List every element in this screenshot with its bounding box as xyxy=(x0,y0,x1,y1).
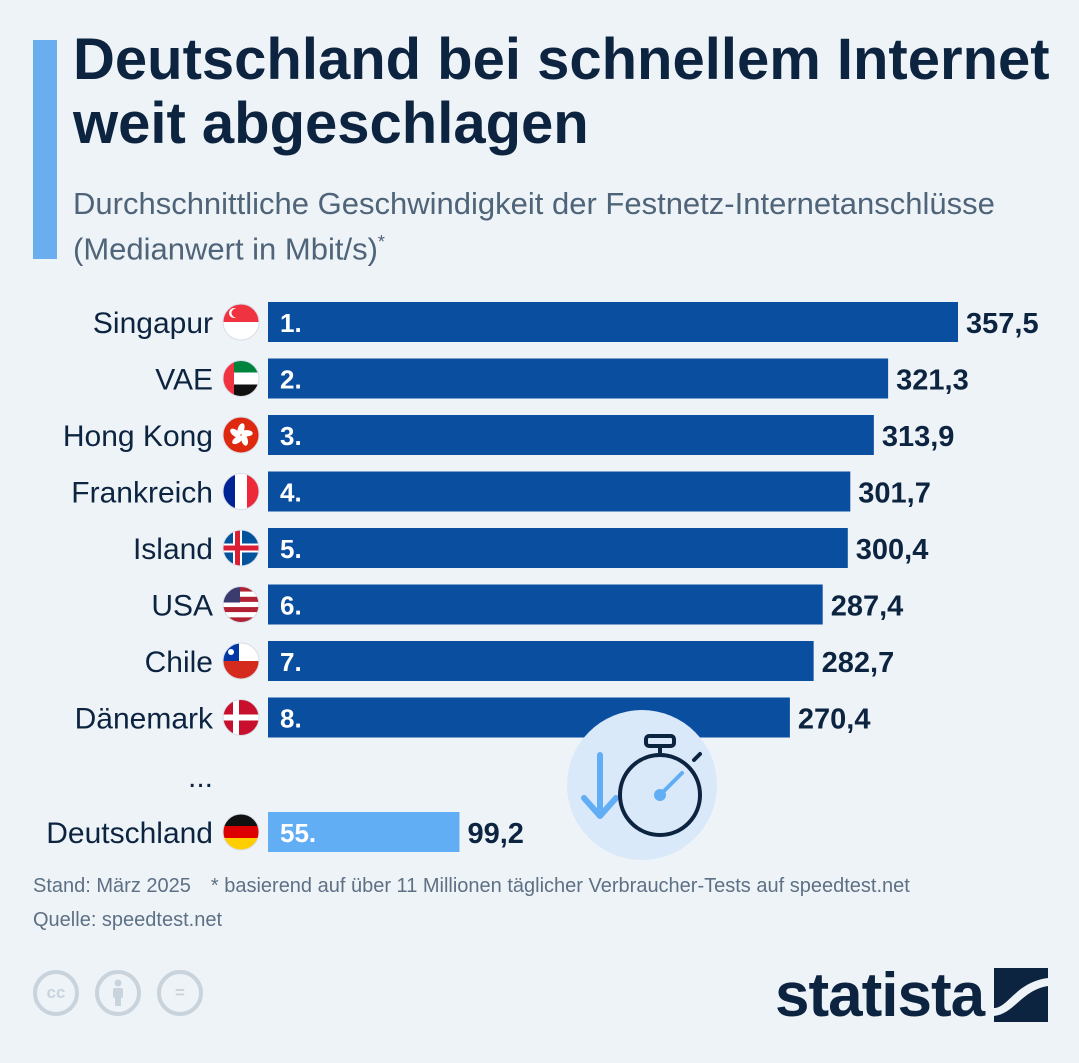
value-label: 357,5 xyxy=(966,308,1039,340)
value-label: 99,2 xyxy=(467,818,523,850)
denmark-flag-icon xyxy=(222,699,260,736)
license-icons: cc = xyxy=(33,970,219,1016)
category-label: Hong Kong xyxy=(63,420,213,453)
singapore-flag-icon xyxy=(222,303,260,341)
category-label: Dänemark xyxy=(75,703,214,736)
cc-icon: cc xyxy=(33,970,79,1016)
rank-label: 6. xyxy=(280,591,302,621)
category-label: Singapur xyxy=(93,307,213,340)
category-label: Deutschland xyxy=(46,817,213,850)
footer-date: Stand: März 2025 xyxy=(33,875,191,897)
category-label: Island xyxy=(133,533,213,566)
bar-2 xyxy=(268,415,874,455)
uae-flag-icon xyxy=(222,360,260,397)
chart-title: Deutschland bei schnellem Internet weit … xyxy=(73,27,1050,156)
bar-4 xyxy=(268,528,848,568)
gap-ellipsis: ... xyxy=(188,761,213,794)
subtitle-footnote-mark: * xyxy=(377,232,385,252)
value-label: 313,9 xyxy=(882,421,955,453)
stopwatch-icon xyxy=(567,710,717,860)
rank-label: 55. xyxy=(280,818,316,848)
category-label: Frankreich xyxy=(71,477,213,510)
value-label: 321,3 xyxy=(896,365,969,397)
title-accent-bar xyxy=(33,40,57,259)
no-derivatives-icon: = xyxy=(157,970,203,1016)
footer-source: Quelle: speedtest.net xyxy=(33,909,223,931)
bar-3 xyxy=(268,471,851,512)
bar-0 xyxy=(268,302,958,342)
rank-label: 7. xyxy=(280,647,302,677)
value-label: 282,7 xyxy=(822,647,895,679)
hong-kong-flag-icon xyxy=(222,416,260,454)
bar-7 xyxy=(268,697,790,738)
france-flag-icon xyxy=(222,473,260,510)
statista-logo-icon xyxy=(994,968,1048,1022)
rank-label: 1. xyxy=(280,308,302,338)
subtitle-text: Durchschnittliche Geschwindigkeit der Fe… xyxy=(73,186,995,267)
bar-5 xyxy=(268,584,823,625)
rank-label: 5. xyxy=(280,534,302,564)
value-label: 300,4 xyxy=(856,534,929,566)
rank-label: 8. xyxy=(280,704,302,734)
bar-1 xyxy=(268,358,889,399)
usa-flag-icon xyxy=(222,586,260,623)
category-label: VAE xyxy=(155,364,213,397)
brand-logo-text: statista xyxy=(775,961,985,1030)
category-label: USA xyxy=(151,590,213,623)
iceland-flag-icon xyxy=(222,529,260,567)
category-label: Chile xyxy=(145,646,213,679)
bar-6 xyxy=(268,641,814,681)
footer-note: * basierend auf über 11 Millionen täglic… xyxy=(210,875,910,897)
footer-line: Stand: März 2025 * basierend auf über 11 … xyxy=(33,875,910,898)
value-label: 287,4 xyxy=(831,591,904,623)
rank-label: 3. xyxy=(280,421,302,451)
chart-subtitle: Durchschnittliche Geschwindigkeit der Fe… xyxy=(73,184,1063,268)
attribution-icon xyxy=(95,970,141,1016)
value-label: 270,4 xyxy=(798,704,871,736)
value-label: 301,7 xyxy=(858,478,931,510)
rank-label: 4. xyxy=(280,478,302,508)
bar-chart: Singapur 1. 357,5 VAE 2. 321,3 Hong Kong 3. 313,… xyxy=(46,302,1039,860)
rank-label: 2. xyxy=(280,365,302,395)
bar-8 xyxy=(268,812,460,852)
chile-flag-icon xyxy=(222,642,260,680)
germany-flag-icon xyxy=(222,813,260,851)
